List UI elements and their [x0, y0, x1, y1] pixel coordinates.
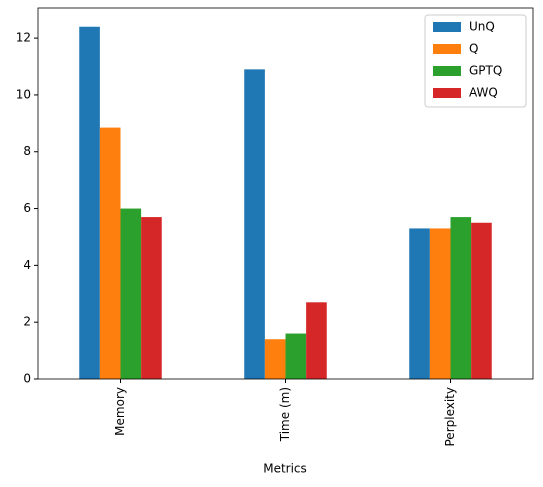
y-tick-label: 8: [23, 144, 31, 158]
x-axis-label: Metrics: [263, 462, 307, 476]
bar: [409, 228, 430, 379]
legend-swatch: [433, 22, 461, 32]
y-tick-label: 6: [23, 201, 31, 215]
bar: [429, 228, 451, 379]
legend-label: UnQ: [469, 20, 495, 34]
legend: UnQ Q GPTQ AWQ: [424, 14, 527, 108]
legend-label: AWQ: [469, 86, 498, 100]
bar: [120, 208, 142, 379]
plot-frame: [37, 7, 534, 380]
y-tick-label: 10: [16, 87, 31, 101]
x-tick-label: Memory: [113, 387, 127, 436]
y-tick-label: 4: [23, 258, 31, 272]
bar: [471, 222, 492, 379]
bar: [264, 339, 286, 379]
legend-swatch: [433, 44, 461, 54]
legend-label: GPTQ: [469, 64, 502, 78]
legend-label: Q: [469, 42, 478, 56]
y-tick-label: 12: [16, 31, 31, 45]
bar: [141, 217, 162, 379]
x-tick-label: Time (m): [278, 387, 292, 442]
legend-box: [424, 14, 527, 108]
y-tick-label: 2: [23, 315, 31, 329]
bar: [99, 127, 121, 380]
bar: [244, 69, 265, 380]
bar: [306, 302, 327, 379]
legend-swatch: [433, 88, 461, 98]
y-tick-label: 0: [23, 372, 31, 386]
bar: [285, 333, 307, 379]
legend-swatch: [433, 66, 461, 76]
bar: [450, 217, 472, 379]
x-tick-label: Perplexity: [443, 387, 457, 447]
bar: [79, 26, 100, 380]
